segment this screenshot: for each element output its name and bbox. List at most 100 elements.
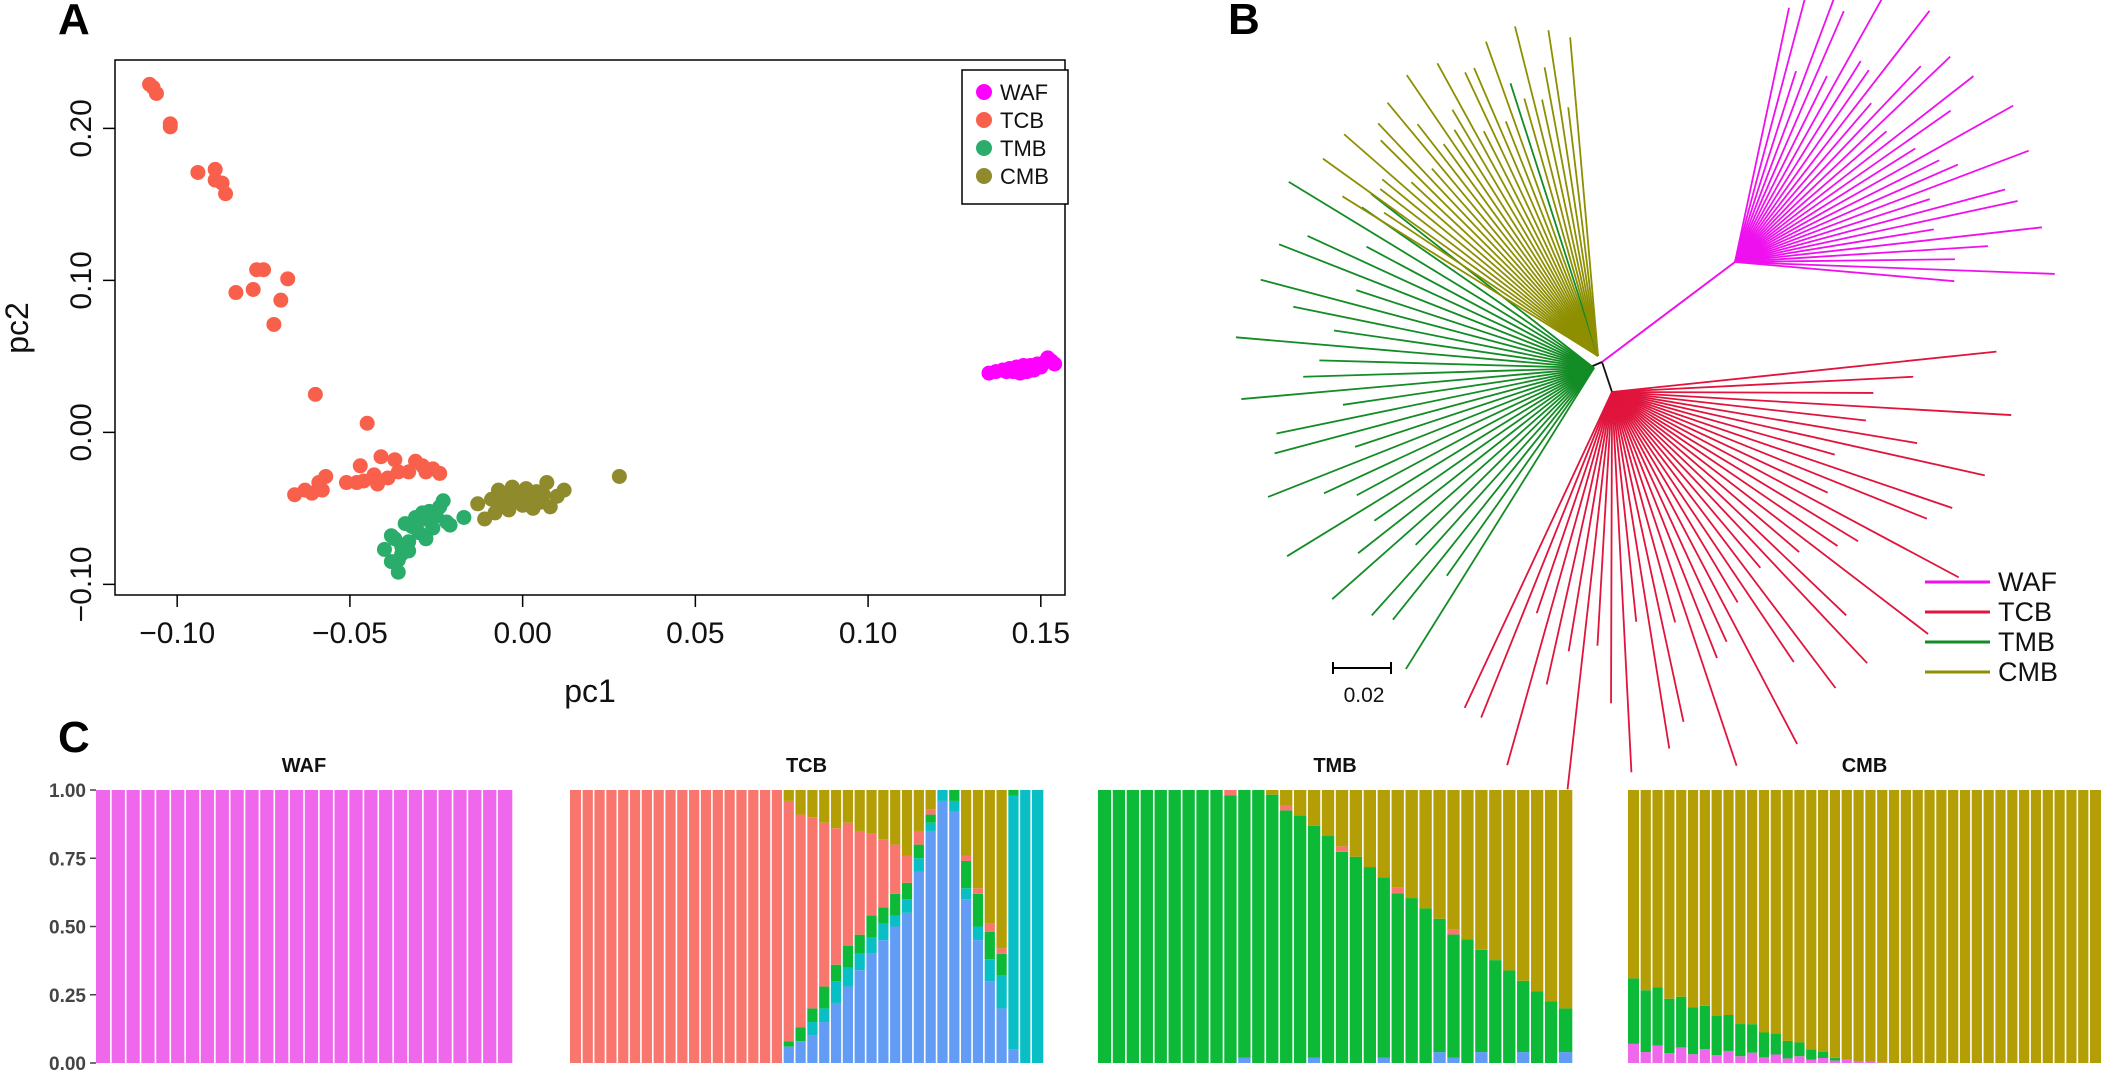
admixture-strip-tcb: TCB	[570, 755, 1043, 1063]
admixture-segment-tmb	[1405, 898, 1419, 1063]
admixture-segment-cmb	[1544, 790, 1558, 1001]
x-tick-label: 0.00	[493, 617, 551, 650]
branch-waf	[1735, 76, 1827, 262]
branch-waf	[1735, 262, 1954, 281]
admixture-segment-cmb	[1723, 790, 1735, 1015]
admixture-segment-tmb	[1237, 790, 1251, 1058]
admixture-segment-cmb	[1971, 790, 1983, 1063]
admixture-segment-cmb	[1876, 790, 1888, 1063]
legend-label-tmb: TMB	[1000, 136, 1046, 161]
admixture-segment-cmb	[1782, 790, 1794, 1041]
admixture-segment-tcb	[842, 823, 854, 946]
branch-tmb	[1357, 368, 1594, 495]
admixture-segment-k6	[984, 959, 996, 981]
admixture-segment-k5	[866, 954, 878, 1063]
admixture-segment-cmb	[1794, 790, 1806, 1042]
admixture-segment-tcb	[605, 790, 617, 1063]
admixture-segment-cmb	[1959, 790, 1971, 1063]
tree-legend-label-tcb: TCB	[1998, 597, 2052, 627]
admixture-segment-tmb	[1544, 1001, 1558, 1063]
admixture-segment-cmb	[984, 790, 996, 924]
branch-tcb	[1612, 377, 1913, 392]
y-tick-label: 0.10	[65, 251, 98, 309]
admixture-segment-k5	[972, 940, 984, 1063]
legend-marker-waf	[976, 84, 992, 100]
admixture-segment-cmb	[996, 790, 1008, 948]
admixture-segment-cmb	[1335, 790, 1349, 846]
admixture-segment-cmb	[1711, 790, 1723, 1016]
x-tick-label: 0.05	[666, 617, 724, 650]
admixture-segment-tmb	[1433, 919, 1447, 1052]
admixture-segment-tmb	[925, 815, 937, 823]
tree-scale-bar: 0.02	[1333, 662, 1391, 707]
admixture-segment-tmb	[1652, 988, 1664, 1046]
admixture-segment-waf	[1711, 1055, 1723, 1063]
branch-tcb	[1547, 392, 1612, 684]
admixture-segment-cmb	[1805, 790, 1817, 1049]
admixture-segment-tmb	[1321, 836, 1335, 1063]
admixture-segment-tmb	[1251, 790, 1265, 1063]
admixture-segment-cmb	[901, 790, 913, 856]
admixture-segment-waf	[1675, 1047, 1687, 1063]
admixture-segment-cmb	[2018, 790, 2030, 1063]
admixture-segment-tmb	[1723, 1015, 1735, 1051]
admixture-segment-cmb	[1419, 790, 1433, 908]
admixture-segment-k5	[889, 927, 901, 1064]
admixture-segment-tmb	[1335, 852, 1349, 1063]
admixture-segment-tcb	[1223, 790, 1237, 795]
strip-title-tcb: TCB	[786, 755, 827, 777]
admixture-segment-tmb	[1182, 790, 1196, 1063]
admixture-segment-tmb	[1008, 790, 1020, 795]
admixture-segment-cmb	[1474, 790, 1488, 950]
admixture-segment-waf	[349, 790, 364, 1063]
admixture-segment-k5	[925, 831, 937, 1063]
admixture-segment-tmb	[1210, 790, 1224, 1063]
admixture-segment-tmb	[1460, 939, 1474, 1063]
admixture-segment-cmb	[1488, 790, 1502, 960]
admixture-segment-tmb	[1794, 1042, 1806, 1056]
admixture-segment-tmb	[877, 907, 889, 923]
admixture-segment-k5	[960, 899, 972, 1063]
admixture-segment-cmb	[1516, 790, 1530, 981]
admixture-segment-tcb	[676, 790, 688, 1063]
admixture-segment-tcb	[700, 790, 712, 1063]
admixture-segment-k6	[842, 967, 854, 986]
admixture-segment-cmb	[1841, 790, 1853, 1060]
admixture-segment-tmb	[1675, 997, 1687, 1048]
admixture-segment-cmb	[2030, 790, 2042, 1063]
admixture-segment-cmb	[854, 790, 866, 831]
point-tcb	[315, 483, 330, 498]
admixture-segment-cmb	[1447, 790, 1461, 929]
admixture-segment-k6	[866, 937, 878, 953]
admixture-segment-waf	[1782, 1058, 1794, 1063]
pca-x-axis-title: pc1	[564, 673, 616, 709]
point-tcb	[266, 317, 281, 332]
admixture-segment-cmb	[1853, 790, 1865, 1062]
admixture-segment-tmb	[1391, 893, 1405, 1063]
branch-tcb	[1612, 392, 1799, 552]
admixture-segment-k6	[854, 954, 866, 970]
admixture-segment-cmb	[2006, 790, 2018, 1063]
admixture-segment-tmb	[1154, 790, 1168, 1063]
admixture-segment-tcb	[818, 823, 830, 987]
admixture-segment-tcb	[901, 856, 913, 883]
admixture-segment-waf	[378, 790, 393, 1063]
admixture-segment-tcb	[1335, 846, 1349, 851]
branch-tcb	[1612, 392, 1828, 493]
admixture-segment-waf	[155, 790, 170, 1063]
point-tmb	[436, 493, 451, 508]
admixture-segment-k6	[807, 1022, 819, 1036]
branch-tcb	[1612, 392, 1867, 663]
pca-y-axis-title: pc2	[0, 302, 35, 354]
admixture-segment-cmb	[1377, 790, 1391, 877]
admixture-segment-waf	[1746, 1053, 1758, 1063]
admixture-segment-tmb	[1307, 826, 1321, 1058]
admixture-segment-k5	[783, 1047, 795, 1063]
admixture-segment-tcb	[594, 790, 606, 1063]
admixture-segment-waf	[215, 790, 230, 1063]
admixture-segment-tmb	[1377, 877, 1391, 1057]
admixture-segment-tmb	[1558, 1008, 1572, 1052]
admixture-segment-tcb	[665, 790, 677, 1063]
tree-legend-label-tmb: TMB	[1998, 627, 2055, 657]
